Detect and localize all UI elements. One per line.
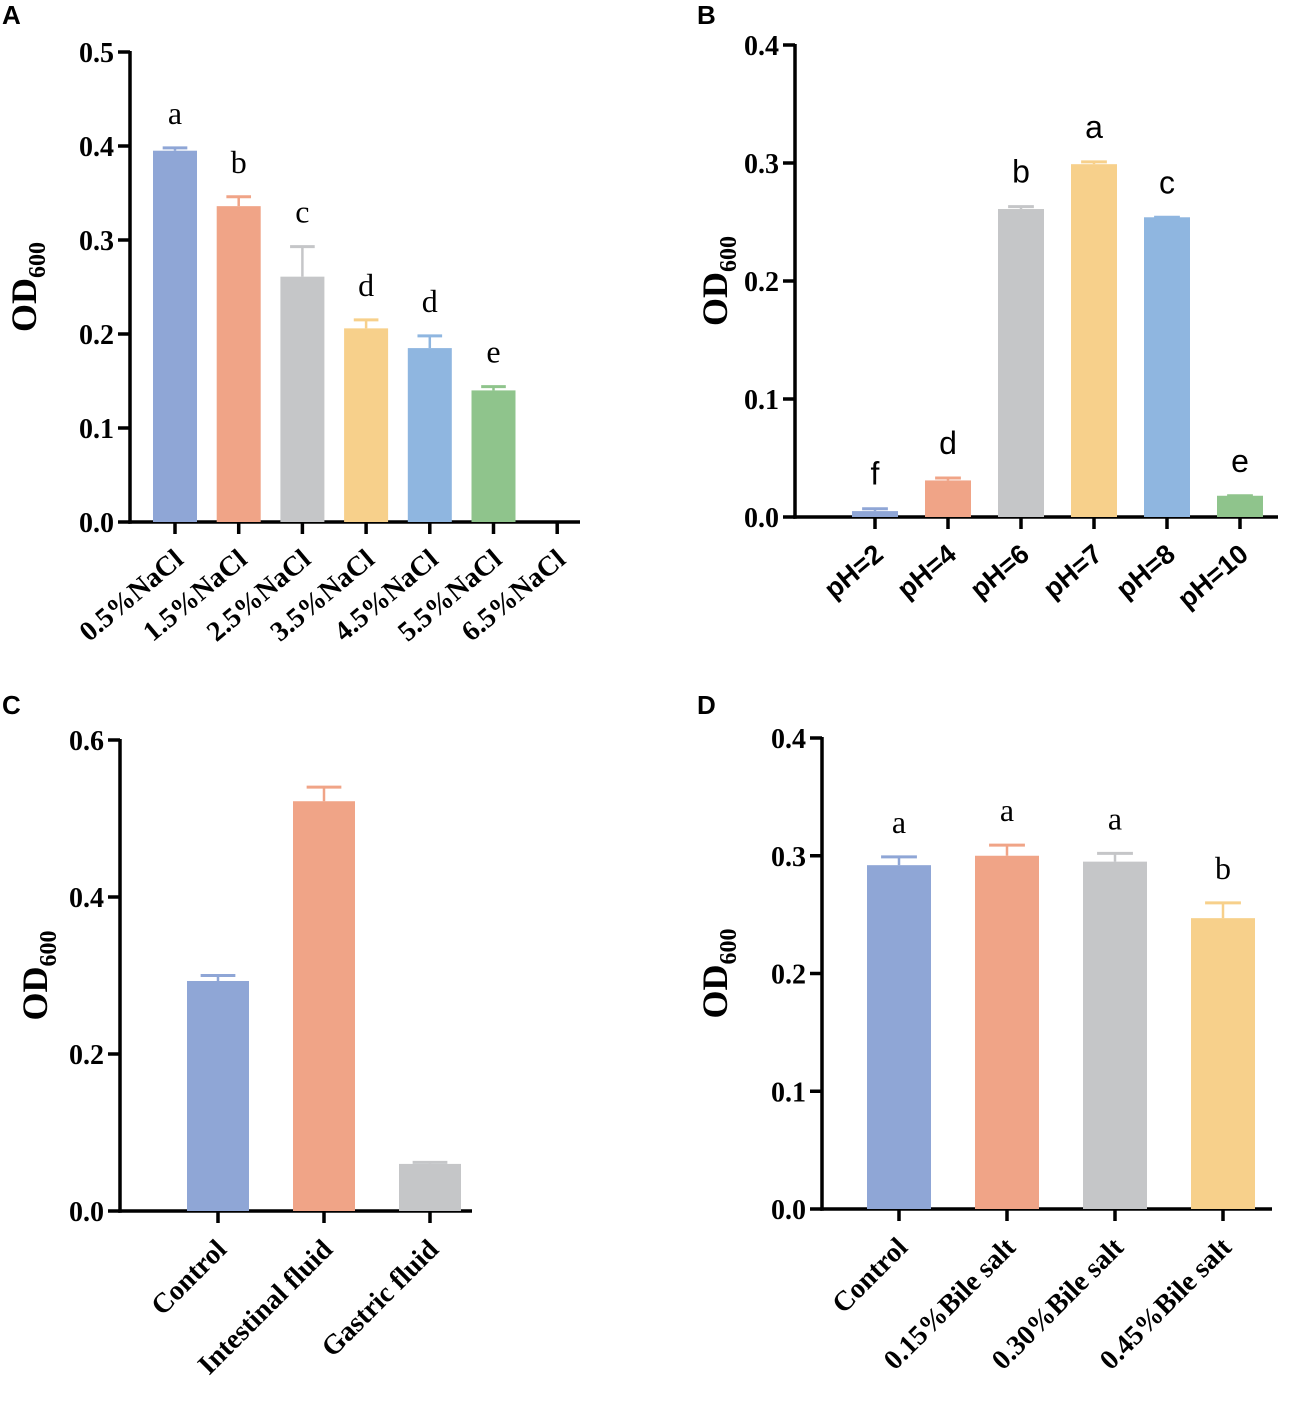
panel-letter-d: D — [697, 690, 716, 720]
y-tick-label: 0.0 — [69, 1197, 104, 1228]
chart-panel-a: 0.00.10.20.30.40.5OD600a0.5%NaClb1.5%NaC… — [4, 38, 580, 648]
y-tick-label: 0.4 — [79, 132, 114, 163]
y-axis-title: OD600 — [695, 236, 742, 326]
y-tick-label: 0.2 — [744, 267, 779, 298]
y-tick-label: 0.3 — [744, 149, 779, 180]
significance-letter: a — [1000, 792, 1014, 828]
significance-letter: c — [1159, 164, 1175, 200]
y-tick-label: 0.4 — [744, 31, 779, 62]
y-axis-title-subscript: 600 — [36, 931, 62, 967]
significance-letter: a — [1085, 109, 1103, 145]
panel-letter-a: A — [2, 0, 21, 30]
y-axis-title: OD600 — [4, 242, 51, 332]
y-tick-label: 0.4 — [771, 724, 806, 755]
panel-letter-b: B — [697, 0, 716, 30]
category-label: pH=7 — [1037, 539, 1107, 605]
y-axis-title-main: OD — [15, 967, 55, 1021]
bar — [998, 209, 1044, 517]
y-tick-label: 0.1 — [771, 1077, 806, 1108]
significance-letter: b — [1012, 154, 1030, 190]
significance-letter: d — [358, 267, 374, 303]
significance-letter: e — [486, 334, 500, 370]
category-label: Control — [145, 1234, 233, 1322]
significance-letter: a — [1108, 800, 1122, 836]
y-tick-label: 0.3 — [79, 226, 114, 257]
bar — [925, 480, 971, 517]
bar — [471, 390, 516, 522]
y-axis-title-main: OD — [695, 965, 735, 1019]
bar — [216, 206, 261, 522]
y-tick-label: 0.6 — [69, 726, 104, 757]
bar — [1144, 217, 1190, 517]
bar — [1083, 861, 1147, 1209]
bar — [1217, 495, 1263, 517]
y-axis-title: OD600 — [695, 929, 742, 1019]
y-tick-label: 0.0 — [744, 503, 779, 534]
bar — [293, 801, 355, 1211]
y-tick-label: 0.5 — [79, 38, 114, 69]
category-label: pH=4 — [891, 539, 961, 605]
y-tick-label: 0.0 — [771, 1195, 806, 1226]
y-tick-label: 0.4 — [69, 883, 104, 914]
significance-letter: a — [892, 804, 906, 840]
chart-panel-b: 0.0 0.1 0.2 0.3 0.4 OD600 f pH=2 d pH=4 b pH=6 a pH=7… — [695, 31, 1278, 614]
bar — [1071, 164, 1117, 517]
category-label: pH=2 — [818, 539, 888, 605]
bar — [975, 855, 1039, 1209]
significance-letter: d — [939, 425, 957, 461]
category-label: pH=10 — [1172, 539, 1254, 615]
y-tick-label: 0.2 — [771, 960, 806, 991]
bar — [399, 1163, 461, 1211]
y-tick-label: 0.0 — [79, 508, 114, 539]
bar — [1191, 918, 1255, 1209]
bar — [867, 865, 931, 1209]
bar — [187, 980, 249, 1211]
bar — [344, 328, 389, 522]
bar — [407, 348, 452, 522]
y-axis-title-main: OD — [4, 278, 44, 332]
y-axis-title-main: OD — [695, 272, 735, 326]
significance-letter: f — [871, 456, 880, 492]
y-tick-label: 0.1 — [744, 385, 779, 416]
y-tick-label: 0.1 — [79, 414, 114, 445]
y-tick-label: 0.2 — [79, 320, 114, 351]
significance-letter: b — [1215, 850, 1231, 886]
y-tick-label: 0.3 — [771, 842, 806, 873]
significance-letter: d — [422, 283, 438, 319]
bar — [852, 511, 898, 517]
bar — [153, 150, 197, 522]
panel-letter-c: C — [2, 690, 21, 720]
category-label: Control — [826, 1232, 914, 1320]
y-axis-title-subscript: 600 — [25, 242, 51, 278]
significance-letter: c — [295, 194, 309, 230]
significance-letter: a — [168, 95, 182, 131]
bar — [280, 276, 325, 522]
significance-letter: b — [231, 144, 247, 180]
y-tick-label: 0.2 — [69, 1040, 104, 1071]
category-label: pH=6 — [964, 539, 1034, 605]
y-axis-title: OD600 — [15, 931, 62, 1021]
significance-letter: e — [1231, 443, 1249, 479]
category-label: pH=8 — [1110, 539, 1180, 605]
y-axis-title-subscript: 600 — [716, 236, 742, 272]
y-axis-title-subscript: 600 — [716, 929, 742, 965]
